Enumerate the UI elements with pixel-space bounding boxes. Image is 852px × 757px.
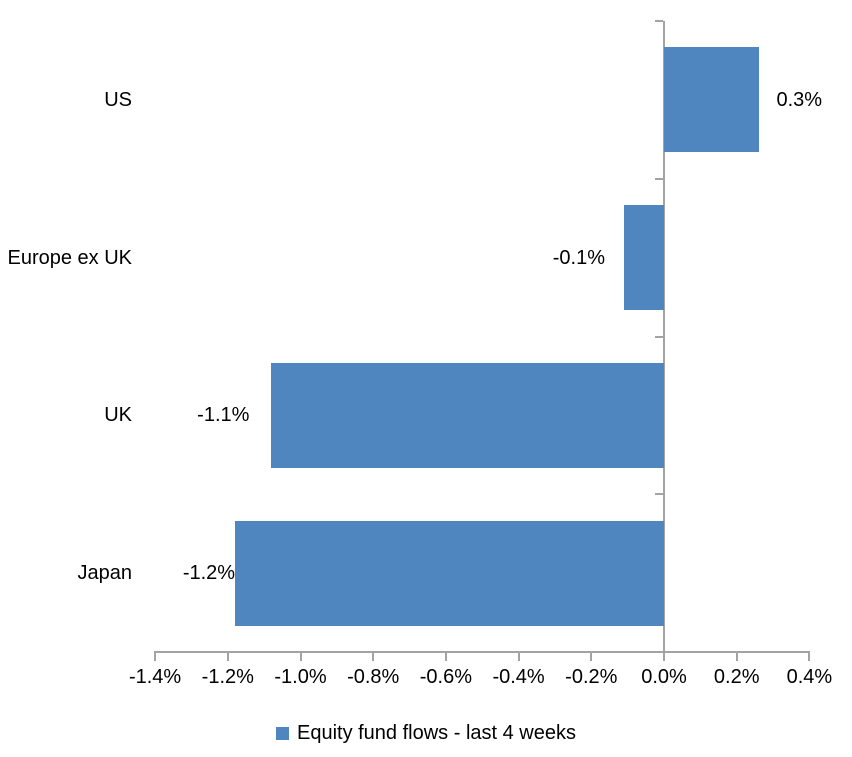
category-axis-tick bbox=[655, 335, 663, 338]
x-axis-tick-label: -1.4% bbox=[128, 666, 182, 688]
x-axis-tick-label: -1.2% bbox=[201, 666, 254, 688]
x-axis-tick-label: -0.2% bbox=[565, 666, 618, 688]
x-axis-tick bbox=[663, 653, 665, 661]
x-axis-tick-label: -0.4% bbox=[492, 666, 545, 688]
category-label: US bbox=[104, 88, 132, 111]
y-axis-line bbox=[663, 21, 665, 652]
category-axis-tick bbox=[655, 493, 663, 496]
x-axis-tick-label: 0.4% bbox=[786, 666, 833, 688]
bar-uk bbox=[271, 362, 664, 468]
x-axis-tick-label: -0.6% bbox=[419, 666, 473, 688]
legend: Equity fund flows - last 4 weeks bbox=[0, 719, 852, 747]
x-axis-tick-label: -0.8% bbox=[347, 666, 400, 688]
x-axis-tick bbox=[154, 653, 157, 661]
x-axis-tick-label: 0.0% bbox=[641, 666, 687, 688]
x-axis-line bbox=[154, 651, 811, 653]
category-axis-tick bbox=[655, 20, 663, 22]
x-axis-tick bbox=[735, 653, 738, 661]
x-axis-tick bbox=[226, 653, 229, 661]
x-axis-tick bbox=[517, 653, 520, 661]
legend-label: Equity fund flows - last 4 weeks bbox=[296, 722, 576, 744]
category-label: UK bbox=[104, 404, 132, 427]
x-axis-tick bbox=[808, 653, 811, 661]
category-label: Japan bbox=[77, 562, 133, 585]
x-axis-tick bbox=[372, 653, 375, 661]
x-axis-tick-label: 0.2% bbox=[713, 666, 760, 688]
bar-japan bbox=[235, 520, 664, 626]
bar-us bbox=[664, 47, 759, 153]
category-label: Europe ex UK bbox=[7, 246, 132, 269]
bar-europe-ex-uk bbox=[624, 205, 664, 311]
category-axis-tick bbox=[655, 177, 663, 180]
data-label: -1.1% bbox=[197, 404, 250, 427]
x-axis-tick-label: -1.0% bbox=[274, 666, 327, 688]
x-axis-tick bbox=[590, 653, 593, 661]
x-axis-tick bbox=[299, 653, 302, 661]
data-label: -1.2% bbox=[182, 562, 236, 585]
x-axis-tick bbox=[444, 653, 447, 661]
data-label: 0.3% bbox=[776, 88, 823, 111]
data-label: -0.1% bbox=[552, 246, 605, 269]
legend-marker-icon bbox=[275, 726, 289, 740]
